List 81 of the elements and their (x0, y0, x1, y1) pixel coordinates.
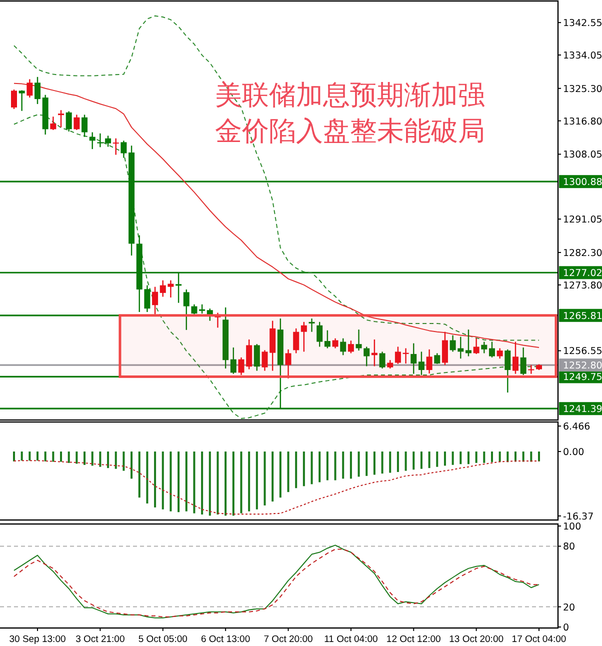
y-tick-label: 0 (563, 622, 570, 634)
candlestick (11, 88, 17, 110)
candlestick (426, 348, 432, 374)
candlestick (434, 352, 440, 365)
candlestick (238, 356, 244, 376)
candlestick (58, 110, 64, 128)
text: 金价陷入盘整未能破局 (215, 116, 485, 146)
candlestick (254, 343, 260, 372)
y-tick-label: 1342.55 (563, 18, 602, 30)
candlestick (74, 114, 80, 131)
candlestick (410, 342, 417, 374)
y-tick-label: 0.00 (563, 447, 584, 458)
candlestick (293, 328, 300, 354)
y-tick-label: 20 (563, 602, 576, 614)
y-tick-label: 1316.80 (563, 116, 602, 128)
candlestick (34, 76, 41, 105)
candlestick (66, 110, 72, 132)
y-tick-label: 6.466 (563, 422, 590, 433)
candlestick (112, 138, 119, 156)
candlestick (473, 338, 480, 355)
candlestick (340, 338, 346, 356)
y-tick-label: 1334.05 (563, 50, 602, 62)
x-tick-label: 13 Oct 20:00 (449, 634, 504, 645)
candlestick (50, 116, 56, 131)
candlestick (442, 331, 448, 366)
x-tick-label: 11 Oct 04:00 (324, 634, 378, 645)
line-series (14, 82, 540, 348)
x-tick-label: 30 Sep 13:00 (9, 634, 66, 645)
y-tick-label: 1282.30 (563, 248, 602, 259)
candlestick (300, 321, 307, 352)
candlestick (246, 338, 252, 370)
ref-line-label: 1252.80 (563, 360, 602, 372)
candlestick (348, 340, 354, 354)
candlestick (324, 330, 330, 349)
candlestick (120, 140, 127, 158)
x-tick-label: 3 Oct 21:00 (76, 634, 125, 645)
candlestick (105, 135, 112, 148)
candlestick (528, 364, 534, 374)
y-tick-label: 100 (563, 522, 582, 533)
candlestick (488, 341, 495, 358)
y-tick-label: 1291.05 (563, 214, 602, 226)
ref-line-label: 1241.39 (563, 404, 602, 416)
y-tick-label: 1273.80 (563, 280, 602, 292)
candlestick (379, 351, 386, 370)
text: 美联储加息预期渐加强 (215, 80, 485, 110)
candlestick (364, 346, 370, 367)
candlestick (356, 328, 362, 352)
line-series (14, 460, 540, 515)
ref-line-label: 1249.75 (563, 372, 602, 384)
candlestick (465, 328, 472, 357)
candlestick (332, 338, 338, 349)
candlestick (82, 114, 88, 138)
y-tick-label: -16.37 (563, 511, 594, 522)
candlestick (316, 321, 323, 348)
candlestick (481, 341, 488, 354)
x-tick-label: 17 Oct 04:00 (512, 634, 566, 645)
candlestick (496, 348, 503, 360)
candlestick (230, 346, 236, 374)
candlestick (89, 132, 96, 150)
candlestick (285, 348, 292, 380)
x-tick-label: 5 Oct 05:00 (138, 634, 188, 645)
candlestick (26, 78, 33, 98)
candlestick (97, 132, 104, 148)
candlestick (18, 90, 25, 112)
candlestick (512, 341, 518, 374)
ref-line-label: 1265.81 (563, 310, 602, 322)
candlestick (394, 346, 401, 365)
ref-line-label: 1277.02 (563, 268, 602, 280)
candlestick (152, 286, 158, 315)
candlestick (262, 350, 268, 372)
x-tick-label: 6 Oct 13:00 (201, 634, 250, 645)
line-series (14, 15, 540, 341)
x-tick-label: 12 Oct 12:00 (386, 634, 441, 645)
y-tick-label: 1325.30 (563, 84, 602, 95)
ref-line-label: 1300.88 (563, 177, 602, 188)
candlestick (308, 318, 315, 332)
candlestick (214, 312, 221, 328)
x-tick-label: 7 Oct 20:00 (264, 634, 313, 645)
y-tick-label: 80 (563, 542, 576, 553)
y-tick-label: 1256.55 (563, 346, 602, 358)
y-tick-label: 1308.05 (563, 150, 602, 161)
